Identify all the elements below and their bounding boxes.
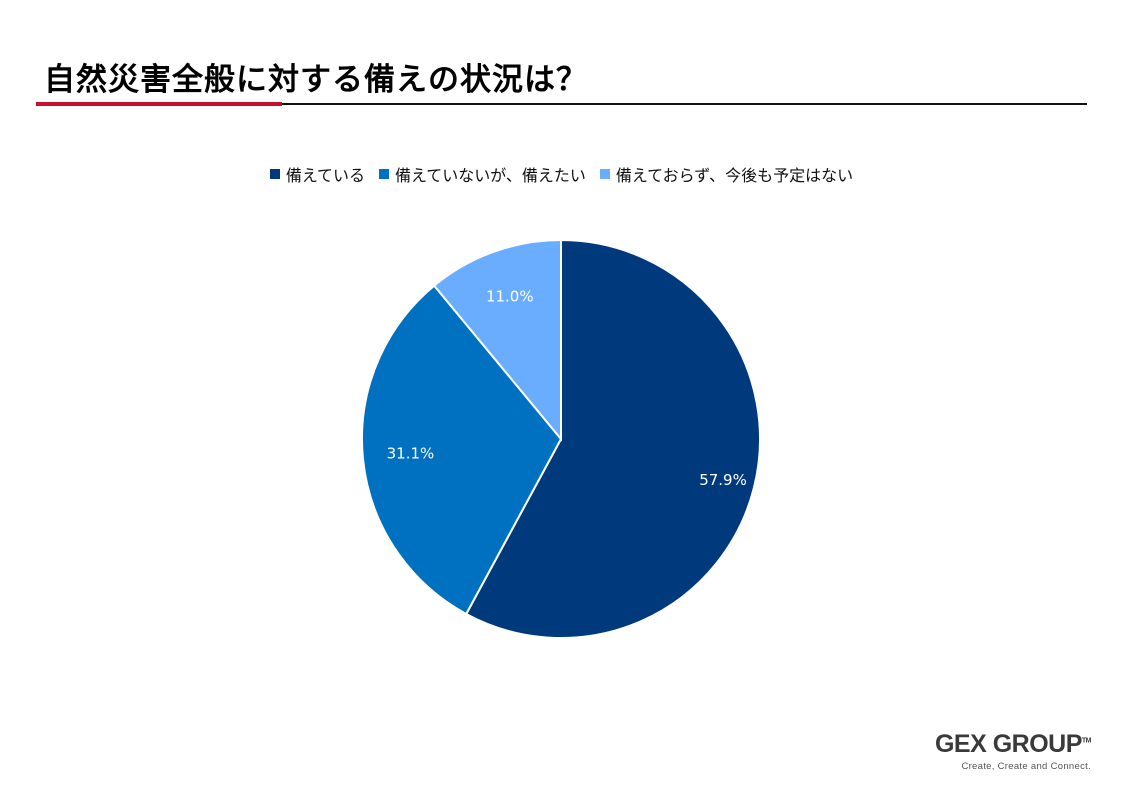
- chart-legend: 備えている 備えていないが、備えたい 備えておらず、今後も予定はない: [0, 162, 1123, 186]
- legend-item-want-to-prepare: 備えていないが、備えたい: [379, 162, 586, 186]
- legend-swatch-want-to-prepare: [379, 169, 390, 179]
- legend-swatch-no-plan: [599, 169, 610, 179]
- pie-label-want-to-prepare: 31.1%: [387, 445, 435, 463]
- legend-swatch-prepared: [269, 169, 280, 179]
- pie-label-prepared: 57.9%: [699, 471, 747, 489]
- pie-slice-want-to-prepare: [361, 284, 563, 616]
- pie-slice-no-plan: [432, 238, 562, 442]
- gex-group-logo: GEX GROUPTM Create, Create and Connect.: [934, 730, 1092, 773]
- logo-trademark: TM: [1081, 737, 1092, 745]
- legend-item-no-plan: 備えておらず、今後も予定はない: [599, 162, 854, 186]
- legend-item-prepared: 備えている: [269, 162, 366, 186]
- pie-label-no-plan: 11.0%: [486, 288, 534, 306]
- legend-label-prepared: 備えている: [285, 166, 366, 185]
- title-underline-accent: [36, 102, 282, 106]
- logo-tagline: Create, Create and Connect.: [961, 761, 1091, 772]
- legend-label-want-to-prepare: 備えていないが、備えたい: [395, 166, 586, 185]
- title-underline: [282, 103, 1087, 105]
- pie-slice-prepared: [464, 238, 761, 639]
- logo-wordmark: GEX GROUP: [934, 730, 1082, 758]
- slide-title: 自然災害全般に対する備えの状況は？: [44, 62, 588, 98]
- legend-label-no-plan: 備えておらず、今後も予定はない: [615, 166, 854, 185]
